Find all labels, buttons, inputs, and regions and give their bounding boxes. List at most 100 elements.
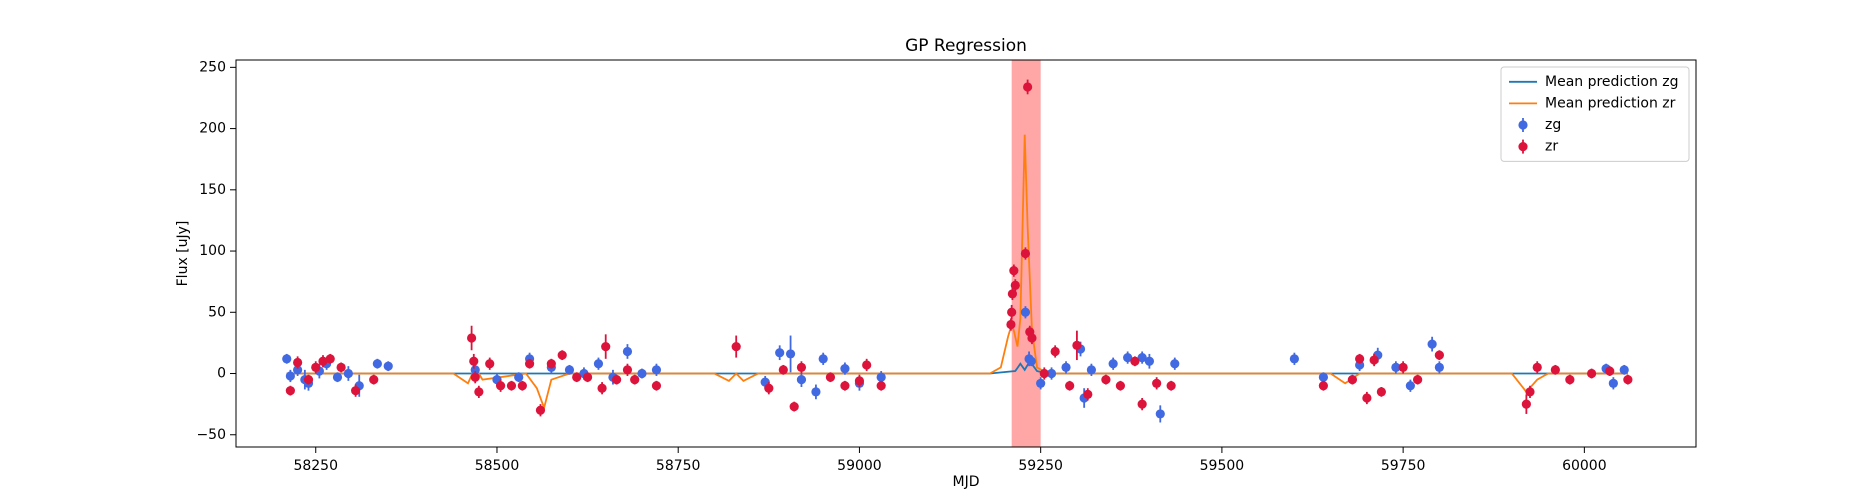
x-tick-label: 58500 — [475, 458, 520, 474]
data-point — [582, 372, 593, 382]
data-point — [818, 354, 828, 364]
y-tick-label: 0 — [217, 366, 226, 382]
data-point — [1318, 381, 1328, 391]
data-point — [1155, 409, 1165, 419]
data-point — [1532, 362, 1542, 372]
data-point — [593, 359, 604, 369]
data-point — [651, 381, 662, 391]
plot-area — [282, 60, 1633, 447]
data-point — [1007, 307, 1017, 317]
data-point — [311, 362, 321, 372]
data-point — [1123, 352, 1133, 363]
y-tick-label: 250 — [199, 59, 226, 75]
data-point — [564, 365, 575, 375]
x-tick-label: 60000 — [1562, 458, 1607, 474]
data-point — [474, 387, 484, 397]
data-point — [546, 359, 556, 369]
y-tick-label: 150 — [199, 182, 226, 198]
data-point — [1318, 372, 1328, 382]
data-point — [775, 348, 785, 358]
y-tick-label: 50 — [208, 304, 226, 320]
data-point — [557, 350, 567, 360]
data-point — [611, 375, 622, 385]
data-point — [1009, 266, 1019, 276]
data-point — [1391, 362, 1401, 372]
y-tick-label: 200 — [199, 121, 226, 137]
x-tick-label: 59250 — [1018, 458, 1063, 474]
x-tick-label: 58250 — [293, 458, 338, 474]
data-point — [1086, 365, 1097, 375]
legend-label: Mean prediction zg — [1545, 74, 1679, 90]
data-point — [622, 346, 633, 357]
data-point — [1170, 359, 1180, 369]
data-point — [467, 333, 477, 343]
data-point — [1050, 346, 1060, 357]
data-point — [1525, 387, 1535, 397]
data-point — [1521, 399, 1531, 409]
data-point — [1083, 389, 1093, 399]
data-point — [1166, 381, 1176, 391]
data-point — [1046, 368, 1057, 379]
data-point — [622, 365, 633, 375]
data-point — [764, 383, 774, 393]
data-point — [876, 372, 886, 382]
data-point — [535, 405, 546, 415]
data-point — [372, 359, 382, 369]
y-axis-label: Flux [uJy] — [175, 221, 191, 287]
data-point — [285, 371, 295, 381]
data-point — [1010, 280, 1020, 290]
data-point — [524, 359, 535, 369]
data-point — [601, 341, 611, 352]
data-point — [517, 381, 527, 391]
x-tick-label: 59500 — [1200, 458, 1245, 474]
data-point — [637, 368, 647, 379]
data-point — [1434, 362, 1444, 372]
data-point — [351, 386, 361, 396]
x-axis-label: MJD — [953, 474, 980, 490]
data-point — [796, 375, 807, 385]
data-point — [1137, 352, 1147, 363]
data-point — [470, 372, 480, 382]
data-point — [796, 362, 807, 372]
x-tick-label: 59000 — [837, 458, 882, 474]
data-point — [1101, 375, 1111, 385]
data-point — [778, 365, 788, 375]
data-point — [1376, 387, 1386, 397]
data-point — [789, 401, 799, 412]
data-point — [1115, 381, 1126, 391]
data-point — [332, 372, 343, 382]
data-point — [630, 375, 640, 385]
data-point — [293, 357, 303, 368]
x-tick-label: 58750 — [656, 458, 701, 474]
data-point — [506, 381, 517, 391]
data-point — [1362, 393, 1372, 403]
data-point — [318, 356, 328, 366]
data-point — [1065, 381, 1075, 391]
data-point — [495, 381, 506, 391]
data-point — [1020, 307, 1031, 317]
data-point — [485, 359, 495, 369]
plot-frame — [235, 59, 1697, 448]
data-point — [336, 362, 346, 372]
chart-title: GP Regression — [905, 36, 1027, 56]
data-point — [293, 365, 303, 375]
data-point — [1027, 333, 1037, 343]
legend-box — [1500, 66, 1690, 162]
data-point — [1289, 354, 1299, 364]
data-point — [1144, 356, 1155, 366]
data-point — [1108, 359, 1118, 369]
data-point — [469, 356, 479, 366]
y-tick-label: 100 — [199, 243, 226, 259]
data-point — [572, 372, 582, 382]
data-point — [651, 365, 662, 375]
data-point — [1061, 362, 1071, 372]
data-point — [1405, 381, 1415, 391]
data-point — [1550, 365, 1560, 375]
data-point — [597, 383, 607, 393]
data-point — [1137, 399, 1147, 409]
data-point — [1006, 319, 1016, 330]
data-point — [1608, 378, 1618, 388]
data-point — [862, 360, 872, 370]
data-point — [1130, 356, 1140, 366]
